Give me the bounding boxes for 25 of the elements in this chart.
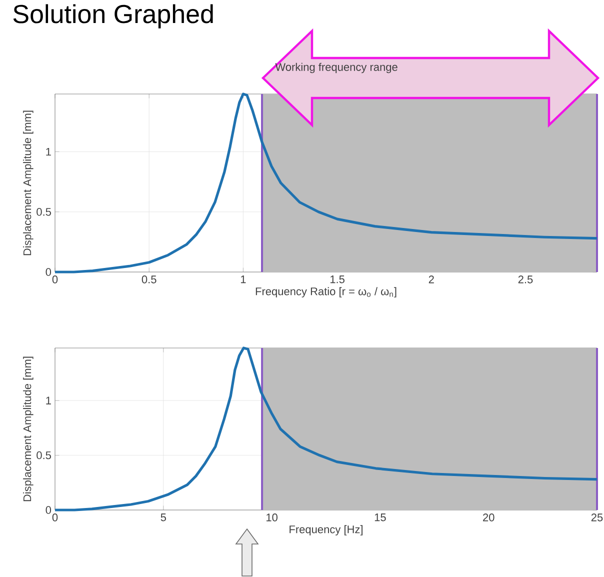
x-axis-title: Frequency Ratio [r = ω$_{o}$ / ω$_{n}$]	[256, 287, 396, 298]
x-tick-label: 1	[240, 276, 246, 284]
y-tick-label: 0	[46, 268, 52, 276]
x-tick-label: 15	[374, 514, 386, 522]
line-series	[54, 92, 598, 274]
x-tick-label: 0	[52, 276, 58, 284]
y-tick-label: 1	[46, 396, 51, 404]
text: Working frequency range	[275, 62, 398, 74]
x-tick-label: 1.5	[330, 276, 344, 284]
x-tick-label: 0.5	[142, 276, 156, 284]
x-tick-label: 20	[483, 514, 494, 522]
y-axis-title: Displacement Amplitude [mm]	[23, 356, 34, 502]
x-tick-label: 25	[591, 514, 603, 522]
x-tick-label: 2	[428, 276, 434, 284]
x-tick-label: 2.5	[518, 276, 533, 284]
y-axis-title: Displacement Amplitude [mm]	[23, 110, 34, 256]
y-tick-label: 0.5	[36, 208, 52, 216]
chart-title: Solution Graphed	[13, 4, 213, 28]
x-tick-label: 0	[52, 514, 58, 522]
y-tick-label: 0	[46, 506, 52, 514]
y-tick-label: 1	[46, 148, 51, 156]
x-axis-title: Frequency [Hz]	[290, 525, 362, 536]
x-tick-label: 10	[266, 514, 278, 522]
y-tick-label: 0.5	[36, 451, 52, 460]
x-tick-label: 5	[160, 514, 166, 522]
